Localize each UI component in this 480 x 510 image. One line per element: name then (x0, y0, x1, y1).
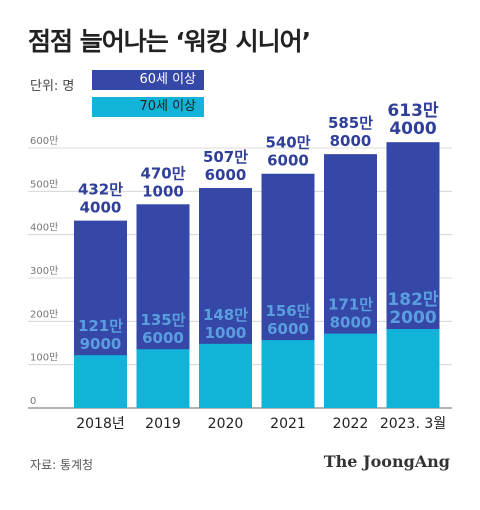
data-label-60-plus: 540만 (265, 134, 310, 152)
x-category-label: 2023. 3월 (380, 416, 446, 432)
x-category-label: 2022 (333, 416, 369, 432)
data-label-60-plus: 432만 (78, 181, 123, 199)
data-label-70-plus: 8000 (330, 314, 372, 332)
bar-70-plus (199, 343, 252, 408)
bar-70-plus (386, 329, 440, 408)
data-label-70-plus: 156만 (265, 302, 310, 320)
source-label: 자료: 통계청 (30, 458, 94, 472)
data-label-60-plus: 4000 (389, 119, 436, 139)
data-label-60-plus: 4000 (80, 199, 122, 217)
y-tick-label: 100만 (30, 352, 58, 364)
legend-item-60: 60세 이상 (92, 70, 204, 90)
chart-title: 점점 늘어나는 ‘워킹 시니어’ (28, 27, 311, 56)
data-label-60-plus: 6000 (267, 152, 309, 170)
y-tick-label: 300만 (30, 265, 58, 277)
data-label-70-plus: 9000 (80, 335, 122, 353)
y-tick-label: 400만 (30, 222, 58, 234)
data-label-70-plus: 6000 (142, 329, 184, 347)
y-tick-label: 200만 (30, 308, 58, 320)
brand-logo: The JoongAng (323, 452, 450, 471)
y-tick-label: 0 (30, 396, 36, 407)
data-label-60-plus: 6000 (205, 166, 247, 184)
data-label-70-plus: 135만 (140, 311, 185, 329)
data-label-70-plus: 148만 (203, 306, 248, 324)
bar-70-plus (136, 349, 190, 408)
legend-label-60: 60세 이상 (139, 72, 196, 87)
legend-item-70: 70세 이상 (92, 97, 204, 117)
data-label-60-plus: 585만 (328, 114, 373, 132)
legend-label-70: 70세 이상 (139, 99, 196, 114)
data-label-60-plus: 507만 (203, 148, 248, 166)
data-label-70-plus: 1000 (205, 324, 247, 342)
legend-swatch-60 (92, 70, 204, 90)
data-label-70-plus: 121만 (78, 317, 123, 335)
data-label-60-plus: 613만 (387, 101, 438, 121)
x-category-label: 2020 (208, 416, 244, 432)
bar-70-plus (324, 333, 377, 408)
data-label-60-plus: 8000 (330, 132, 372, 150)
bar-70-plus (261, 340, 315, 408)
data-label-70-plus: 2000 (389, 308, 436, 328)
bar-70-plus (74, 355, 127, 408)
data-label-60-plus: 470만 (140, 164, 185, 182)
data-label-70-plus: 6000 (267, 320, 309, 338)
bar-chart: 0100만200만300만400만500만600만432만4000121만900… (28, 101, 452, 432)
unit-label: 단위: 명 (30, 79, 75, 94)
legend-swatch-70 (92, 97, 204, 117)
x-category-label: 2019 (145, 416, 181, 432)
data-label-60-plus: 1000 (142, 182, 184, 200)
y-tick-label: 600만 (30, 135, 58, 147)
data-label-70-plus: 171만 (328, 296, 373, 314)
x-category-label: 2021 (270, 416, 306, 432)
data-label-70-plus: 182만 (387, 290, 438, 310)
y-tick-label: 500만 (30, 178, 58, 190)
x-category-label: 2018년 (76, 416, 125, 432)
